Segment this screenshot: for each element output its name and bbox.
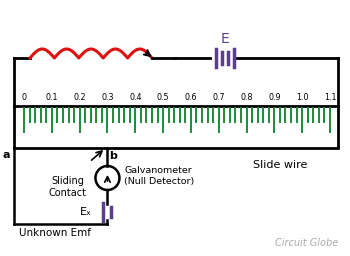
Text: 0.5: 0.5 xyxy=(157,93,169,102)
Text: 0.6: 0.6 xyxy=(185,93,197,102)
Text: 0: 0 xyxy=(21,93,27,102)
Text: 0.7: 0.7 xyxy=(212,93,225,102)
Text: 1.0: 1.0 xyxy=(296,93,308,102)
Text: 0.4: 0.4 xyxy=(129,93,141,102)
Text: 0.8: 0.8 xyxy=(240,93,253,102)
Text: Circuit Globe: Circuit Globe xyxy=(275,238,338,248)
Text: Sliding
Contact: Sliding Contact xyxy=(48,176,86,198)
Text: 0.3: 0.3 xyxy=(101,93,114,102)
FancyBboxPatch shape xyxy=(14,106,338,148)
Text: 0.1: 0.1 xyxy=(46,93,58,102)
Text: b: b xyxy=(110,151,117,161)
Text: Unknown Emf: Unknown Emf xyxy=(19,228,91,238)
Text: Slide wire: Slide wire xyxy=(253,160,307,170)
Text: Eₓ: Eₓ xyxy=(79,207,91,217)
Text: Galvanometer
(Null Detector): Galvanometer (Null Detector) xyxy=(125,166,195,186)
Text: a: a xyxy=(2,150,10,160)
Text: 1.1: 1.1 xyxy=(324,93,336,102)
Text: 0.2: 0.2 xyxy=(73,93,86,102)
Text: 0.9: 0.9 xyxy=(268,93,281,102)
Text: E: E xyxy=(220,32,229,46)
